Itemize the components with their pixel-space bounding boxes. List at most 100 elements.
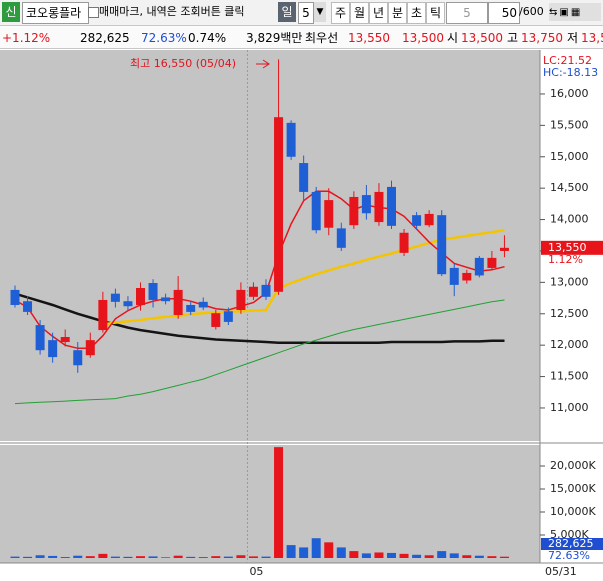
- volume-bar: [462, 555, 472, 558]
- open: 13,500: [461, 31, 503, 45]
- candle-body: [110, 293, 120, 302]
- volume-bar: [148, 556, 158, 558]
- candle-body: [148, 282, 158, 300]
- candle-body: [85, 340, 95, 356]
- candle-body: [412, 215, 422, 226]
- moving-average: [14, 299, 505, 405]
- candle-body: [173, 289, 183, 316]
- count[interactable]: 50: [488, 2, 520, 24]
- candle-body: [474, 257, 484, 276]
- last-date: 05/31: [545, 565, 577, 578]
- y-tick-label: 13,000: [550, 275, 589, 288]
- candle-body: [286, 122, 296, 157]
- chart: 최고 16,550 (05/04) LC:21.52 HC:-18.13 11,…: [0, 50, 603, 578]
- y-tick-label: 12,500: [550, 307, 589, 320]
- checkbox[interactable]: [88, 7, 99, 18]
- volume-bar: [299, 547, 309, 558]
- period-button[interactable]: 틱: [426, 2, 445, 24]
- volume-bar: [349, 551, 359, 558]
- volume-box: [541, 538, 603, 550]
- period-button[interactable]: 초: [407, 2, 426, 24]
- y-tick-label: 11,000: [550, 401, 589, 414]
- tick-value[interactable]: 5: [446, 2, 488, 24]
- candle-body: [10, 289, 20, 305]
- volume-bar: [186, 556, 196, 558]
- high-annotation: 최고 16,550 (05/04): [130, 57, 236, 70]
- volume-bar: [173, 555, 183, 558]
- volume-bar: [35, 555, 45, 558]
- price-plot: [0, 50, 540, 441]
- volume-bar: [361, 553, 371, 558]
- y-tick-label: 15,500: [550, 118, 589, 131]
- candle-body: [98, 299, 108, 331]
- x-tick-label: 05: [249, 565, 263, 578]
- candle-body: [349, 196, 359, 226]
- y-tick-label: 5,000K: [550, 528, 589, 541]
- high: 13,750: [521, 31, 563, 45]
- period-button[interactable]: 분: [388, 2, 407, 24]
- stock-name[interactable]: 코오롱플라: [22, 2, 89, 24]
- current-change: 1.12%: [548, 253, 583, 266]
- ratio-label: 72.63%: [548, 549, 590, 562]
- y-tick-label: 14,000: [550, 213, 589, 226]
- candle-body: [449, 267, 459, 285]
- candle-body: [198, 301, 208, 308]
- max-count: /600: [519, 5, 544, 18]
- candle-body: [60, 337, 70, 343]
- volume-bar: [60, 557, 70, 558]
- volume-bar: [499, 556, 509, 558]
- best-ask: 13,550: [348, 31, 390, 45]
- period-button[interactable]: 주: [331, 2, 350, 24]
- candle-body: [399, 232, 409, 253]
- turnover: 0.74%: [188, 31, 227, 45]
- volume-bar: [374, 552, 384, 558]
- volume-ratio: 72.63%: [141, 31, 187, 45]
- candle-body: [299, 163, 309, 192]
- dropdown[interactable]: ▼: [314, 2, 326, 22]
- volume-bar: [10, 556, 20, 558]
- volume-bar: [85, 556, 95, 558]
- volume-bar: [23, 556, 33, 558]
- candle-body: [387, 186, 396, 226]
- lc-label: LC:21.52: [543, 54, 592, 67]
- candle-body: [499, 247, 509, 251]
- volume-bar: [324, 542, 334, 558]
- period-button[interactable]: 월: [350, 2, 369, 24]
- volume-bar: [286, 545, 296, 558]
- candle-body: [248, 286, 258, 297]
- volume-bar: [412, 554, 422, 558]
- candle-body: [361, 195, 371, 214]
- candle-body: [211, 313, 221, 327]
- moving-average: [14, 292, 505, 344]
- volume: 282,625: [80, 31, 130, 45]
- candle-body: [35, 325, 45, 351]
- volume-bar: [48, 555, 58, 558]
- tool-icons[interactable]: ⇆▣▦: [549, 3, 601, 21]
- volume-label: 282,625: [548, 537, 594, 550]
- checkbox-label: 매매마크, 내역은 조회버튼 클릭: [99, 5, 245, 18]
- candle-body: [48, 340, 58, 358]
- low-label: 저: [567, 31, 579, 45]
- period-unit[interactable]: 일: [278, 2, 296, 22]
- volume-bar: [487, 556, 497, 558]
- change-rate: +1.12%: [2, 31, 51, 45]
- best-bid: 13,500: [402, 31, 444, 45]
- amount: 3,829백만: [246, 31, 303, 45]
- annotation-arrow: [256, 59, 270, 69]
- candle-body: [324, 200, 334, 228]
- hc-label: HC:-18.13: [543, 66, 598, 79]
- volume-bar: [136, 556, 145, 558]
- period-value[interactable]: 5: [298, 2, 314, 24]
- volume-bar: [236, 555, 246, 558]
- volume-bar: [198, 557, 208, 558]
- volume-bar: [161, 557, 171, 558]
- volume-plot: [0, 445, 540, 563]
- low: 13,500: [581, 31, 603, 45]
- candle-body: [186, 304, 196, 312]
- y-tick-label: 14,500: [550, 181, 589, 194]
- market-badge[interactable]: 신: [2, 2, 20, 22]
- volume-bar: [274, 447, 284, 558]
- high-label: 고: [507, 31, 519, 45]
- candle-body: [437, 215, 447, 275]
- period-button[interactable]: 년: [369, 2, 388, 24]
